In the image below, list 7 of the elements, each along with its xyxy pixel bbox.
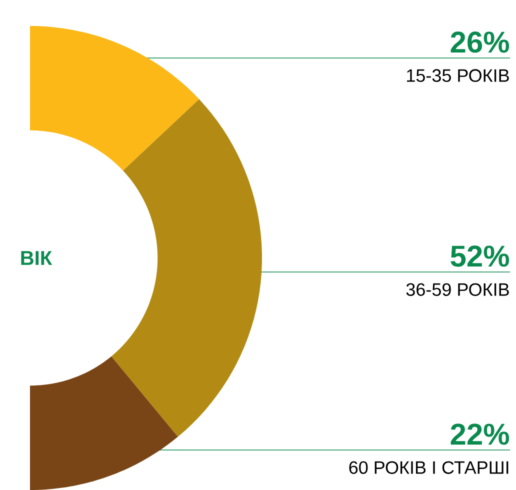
slice-label: 15-35 РОКІВ bbox=[407, 69, 509, 82]
data-label: 22% bbox=[450, 424, 510, 445]
data-label: 52% bbox=[450, 246, 510, 267]
slice-label: 36-59 РОКІВ bbox=[406, 283, 509, 296]
slice-label: 60 РОКІВ І СТАРШІ bbox=[349, 461, 508, 474]
data-label: 26% bbox=[450, 32, 510, 53]
text: ВІК bbox=[21, 251, 52, 265]
